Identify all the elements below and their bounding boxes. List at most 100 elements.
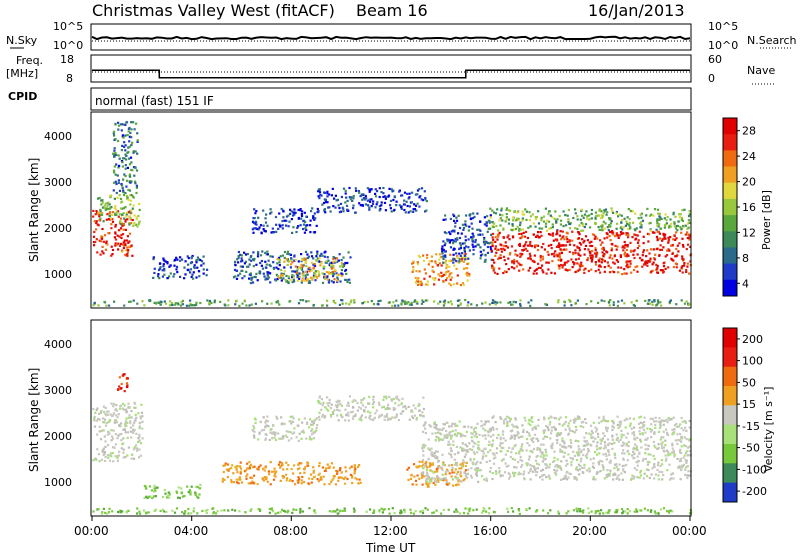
velocity-cell	[309, 473, 313, 476]
power-cell	[688, 238, 691, 241]
nave-tick-low: 0	[708, 72, 715, 85]
power-cell	[493, 267, 496, 270]
power-cell	[493, 271, 497, 274]
velocity-cell	[290, 422, 293, 425]
velocity-cell	[582, 454, 585, 457]
power-cell	[124, 228, 127, 231]
power-cell	[305, 264, 308, 268]
power-cell	[547, 212, 550, 216]
velocity-cell	[664, 459, 667, 462]
velocity-cell	[106, 413, 110, 416]
velocity-cell	[507, 464, 510, 467]
power-cell	[320, 194, 323, 197]
power-cell	[275, 273, 278, 276]
power-cell	[683, 264, 686, 267]
velocity-cell	[249, 465, 252, 468]
power-cell	[664, 267, 667, 270]
power-cell	[598, 228, 601, 231]
velocity-cell	[308, 507, 311, 510]
power-cell	[93, 302, 96, 305]
velocity-cell	[117, 388, 120, 391]
power-cell	[161, 269, 164, 272]
power-cell	[241, 265, 244, 268]
velocity-cell	[295, 436, 298, 439]
velocity-cell	[688, 445, 691, 448]
power-cell	[318, 197, 321, 200]
power-cell	[340, 272, 343, 275]
velocity-cell	[354, 477, 357, 480]
power-cell	[374, 206, 377, 209]
power-cell	[128, 173, 131, 176]
velocity-cell	[482, 455, 485, 458]
power-cell	[104, 202, 107, 205]
velocity-cell	[657, 478, 661, 481]
power-cell	[292, 211, 295, 214]
velocity-cell	[543, 418, 546, 421]
velocity-cell	[394, 402, 397, 405]
velocity-cell	[680, 427, 683, 430]
power-cell	[177, 303, 180, 306]
power-cell	[588, 250, 591, 253]
velocity-cell	[472, 509, 475, 512]
power-cell	[162, 263, 165, 266]
power-cell	[344, 192, 347, 195]
velocity-cell	[107, 410, 110, 413]
power-cell	[325, 260, 328, 263]
power-cell	[491, 264, 494, 267]
power-cell	[395, 204, 398, 207]
power-cell	[667, 266, 670, 269]
velocity-cell	[349, 473, 352, 476]
velocity-cell	[524, 419, 527, 422]
velocity-cell	[106, 410, 109, 413]
power-cell	[678, 216, 681, 219]
power-cell	[623, 217, 626, 220]
power-cell	[365, 197, 368, 200]
power-cell	[541, 264, 544, 267]
power-cell	[410, 303, 413, 306]
power-cell	[266, 250, 269, 253]
power-cell	[298, 277, 301, 280]
power-cell	[448, 273, 451, 276]
power-cell	[252, 265, 255, 268]
velocity-cell	[614, 463, 617, 466]
velocity-cell	[491, 426, 494, 429]
velocity-cell	[196, 485, 199, 488]
power-cell	[115, 243, 118, 246]
velocity-cell	[512, 425, 515, 428]
power-cell	[413, 208, 416, 211]
velocity-cell	[522, 430, 525, 434]
power-cell	[248, 263, 251, 266]
power-cell	[411, 262, 414, 265]
velocity-cell	[502, 458, 505, 461]
velocity-cell	[435, 435, 438, 438]
velocity-cell	[561, 445, 564, 448]
velocity-cell	[326, 463, 329, 466]
velocity-cell	[106, 454, 109, 457]
power-cell	[315, 224, 318, 227]
power-cell	[122, 136, 125, 139]
velocity-cell	[577, 463, 581, 466]
velocity-cell	[542, 509, 545, 512]
power-cell	[119, 220, 122, 223]
velocity-cell	[565, 459, 568, 462]
power-cell	[196, 259, 199, 262]
velocity-cell	[141, 420, 144, 423]
power-cell	[179, 304, 183, 307]
power-cell	[483, 238, 486, 241]
power-cell	[112, 189, 115, 192]
velocity-cell	[665, 428, 668, 431]
power-cell	[359, 195, 362, 198]
velocity-cell	[622, 510, 625, 513]
power-cell	[339, 202, 343, 205]
power-cell	[444, 250, 447, 253]
velocity-cell	[532, 447, 536, 450]
power-cell	[436, 264, 439, 267]
velocity-cell	[301, 475, 304, 479]
power-cell	[318, 189, 321, 192]
velocity-cell	[196, 512, 199, 515]
power-cell	[114, 244, 117, 247]
velocity-cell	[594, 426, 597, 429]
velocity-cell	[114, 421, 117, 424]
power-cell	[469, 217, 472, 220]
velocity-cell	[521, 449, 524, 452]
